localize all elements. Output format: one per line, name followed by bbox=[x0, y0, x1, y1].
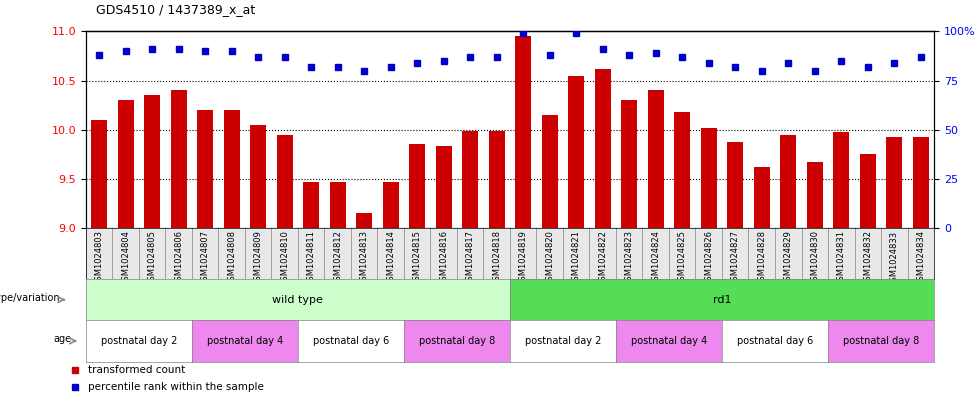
Text: GSM1024834: GSM1024834 bbox=[916, 230, 925, 286]
Bar bbox=[330, 182, 345, 228]
Text: percentile rank within the sample: percentile rank within the sample bbox=[88, 382, 264, 392]
Text: GSM1024832: GSM1024832 bbox=[863, 230, 873, 286]
Text: GSM1024822: GSM1024822 bbox=[599, 230, 607, 286]
Text: GSM1024806: GSM1024806 bbox=[175, 230, 183, 286]
Bar bbox=[754, 167, 769, 228]
Text: GSM1024813: GSM1024813 bbox=[360, 230, 369, 286]
Bar bbox=[595, 69, 610, 228]
Bar bbox=[410, 145, 425, 228]
Bar bbox=[118, 100, 134, 228]
Bar bbox=[462, 131, 478, 228]
Text: GSM1024816: GSM1024816 bbox=[439, 230, 448, 286]
Text: GSM1024819: GSM1024819 bbox=[519, 230, 527, 286]
Text: postnatal day 2: postnatal day 2 bbox=[525, 336, 602, 346]
Text: GSM1024809: GSM1024809 bbox=[254, 230, 262, 286]
Text: GSM1024826: GSM1024826 bbox=[704, 230, 714, 286]
Text: GDS4510 / 1437389_x_at: GDS4510 / 1437389_x_at bbox=[96, 3, 254, 16]
Text: GSM1024828: GSM1024828 bbox=[758, 230, 766, 286]
Text: wild type: wild type bbox=[272, 295, 324, 305]
Text: transformed count: transformed count bbox=[88, 365, 185, 375]
Text: GSM1024811: GSM1024811 bbox=[306, 230, 316, 286]
Bar bbox=[621, 100, 637, 228]
Text: GSM1024823: GSM1024823 bbox=[625, 230, 634, 286]
Bar bbox=[542, 115, 558, 228]
Bar bbox=[568, 75, 584, 228]
Bar bbox=[277, 135, 292, 228]
Text: postnatal day 4: postnatal day 4 bbox=[631, 336, 707, 346]
Text: GSM1024824: GSM1024824 bbox=[651, 230, 660, 286]
Bar bbox=[436, 147, 451, 228]
Text: postnatal day 4: postnatal day 4 bbox=[207, 336, 283, 346]
Text: postnatal day 8: postnatal day 8 bbox=[843, 336, 919, 346]
Bar bbox=[488, 131, 505, 228]
Bar bbox=[701, 128, 717, 228]
Text: postnatal day 2: postnatal day 2 bbox=[100, 336, 177, 346]
Text: GSM1024829: GSM1024829 bbox=[784, 230, 793, 286]
Bar bbox=[860, 154, 876, 228]
Bar bbox=[647, 90, 664, 228]
Text: GSM1024815: GSM1024815 bbox=[412, 230, 421, 286]
Text: postnatal day 8: postnatal day 8 bbox=[419, 336, 495, 346]
Bar bbox=[171, 90, 186, 228]
Bar bbox=[727, 143, 743, 228]
Text: rd1: rd1 bbox=[713, 295, 731, 305]
Bar bbox=[91, 120, 107, 228]
Text: age: age bbox=[54, 334, 71, 344]
Bar bbox=[806, 162, 823, 228]
Bar bbox=[675, 112, 690, 228]
Text: GSM1024803: GSM1024803 bbox=[95, 230, 103, 286]
Text: GSM1024825: GSM1024825 bbox=[678, 230, 686, 286]
Text: GSM1024831: GSM1024831 bbox=[837, 230, 845, 286]
Text: GSM1024808: GSM1024808 bbox=[227, 230, 236, 286]
Bar bbox=[780, 135, 797, 228]
Bar bbox=[356, 213, 372, 228]
Text: postnatal day 6: postnatal day 6 bbox=[313, 336, 389, 346]
Text: GSM1024810: GSM1024810 bbox=[280, 230, 290, 286]
Text: GSM1024805: GSM1024805 bbox=[147, 230, 157, 286]
Bar bbox=[913, 137, 929, 228]
Bar bbox=[515, 37, 531, 228]
Bar bbox=[886, 137, 902, 228]
Text: genotype/variation: genotype/variation bbox=[0, 293, 60, 303]
Bar bbox=[834, 132, 849, 228]
Text: GSM1024818: GSM1024818 bbox=[492, 230, 501, 286]
Text: GSM1024812: GSM1024812 bbox=[333, 230, 342, 286]
Text: GSM1024807: GSM1024807 bbox=[201, 230, 210, 286]
Bar bbox=[144, 95, 160, 228]
Text: GSM1024817: GSM1024817 bbox=[466, 230, 475, 286]
Bar bbox=[382, 182, 399, 228]
Text: GSM1024814: GSM1024814 bbox=[386, 230, 395, 286]
Text: GSM1024804: GSM1024804 bbox=[121, 230, 130, 286]
Bar bbox=[223, 110, 240, 228]
Text: GSM1024820: GSM1024820 bbox=[545, 230, 554, 286]
Text: GSM1024833: GSM1024833 bbox=[890, 230, 899, 286]
Bar bbox=[251, 125, 266, 228]
Text: GSM1024830: GSM1024830 bbox=[810, 230, 819, 286]
Text: GSM1024821: GSM1024821 bbox=[571, 230, 581, 286]
Bar bbox=[303, 182, 319, 228]
Bar bbox=[197, 110, 213, 228]
Text: postnatal day 6: postnatal day 6 bbox=[737, 336, 813, 346]
Text: GSM1024827: GSM1024827 bbox=[730, 230, 740, 286]
